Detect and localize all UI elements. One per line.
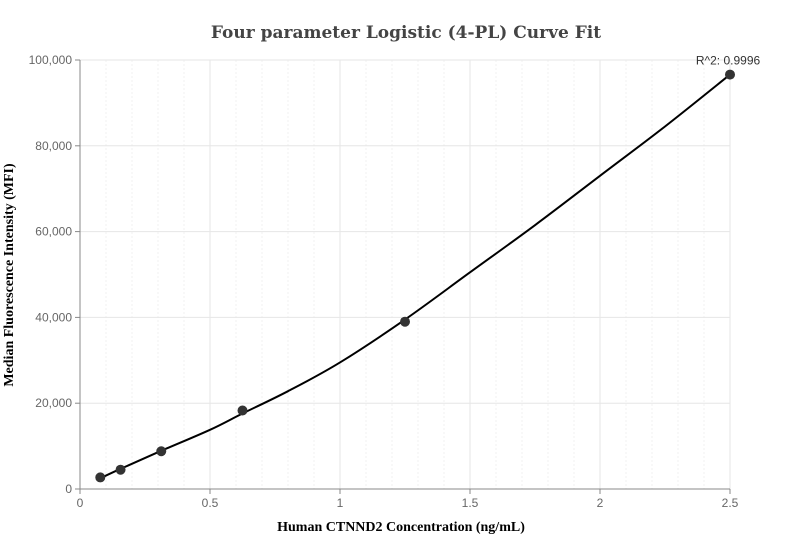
y-axis-title: Median Fluorescence Intensity (MFI) xyxy=(2,163,17,387)
data-point xyxy=(400,316,410,327)
data-point xyxy=(725,69,735,80)
y-tick-label: 60,000 xyxy=(35,225,72,239)
x-tick-label: 1.5 xyxy=(462,496,479,510)
x-tick-label: 2 xyxy=(597,496,604,510)
grid xyxy=(80,59,731,489)
x-tick-label: 1 xyxy=(337,496,344,510)
data-point xyxy=(115,464,126,475)
x-axis-title: Human CTNND2 Concentration (ng/mL) xyxy=(277,520,525,535)
data-point xyxy=(95,472,106,483)
y-tick-label: 100,000 xyxy=(29,53,73,67)
data-point xyxy=(237,405,248,416)
y-axis-ticks: 0 20,000 40,000 60,000 80,000 100,000 xyxy=(29,53,80,496)
y-tick-label: 20,000 xyxy=(35,396,72,410)
x-tick-label: 0 xyxy=(77,496,84,510)
y-tick-label: 40,000 xyxy=(35,310,72,324)
fit-curve xyxy=(99,73,731,480)
data-points xyxy=(95,69,735,483)
y-tick-label: 80,000 xyxy=(35,139,72,153)
chart-title: Four parameter Logistic (4-PL) Curve Fit xyxy=(211,23,601,43)
x-tick-label: 0.5 xyxy=(202,496,219,510)
axes xyxy=(79,60,730,490)
x-tick-label: 2.5 xyxy=(722,496,739,510)
r-squared-annotation: R^2: 0.9996 xyxy=(696,54,761,68)
x-axis-ticks: 0 0.5 1 1.5 2 2.5 xyxy=(77,489,739,510)
data-point xyxy=(156,446,167,457)
y-tick-label: 0 xyxy=(65,482,72,496)
